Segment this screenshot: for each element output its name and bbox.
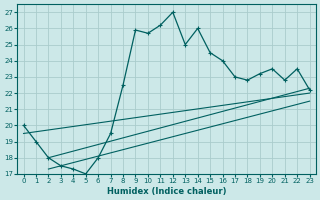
X-axis label: Humidex (Indice chaleur): Humidex (Indice chaleur) [107, 187, 226, 196]
